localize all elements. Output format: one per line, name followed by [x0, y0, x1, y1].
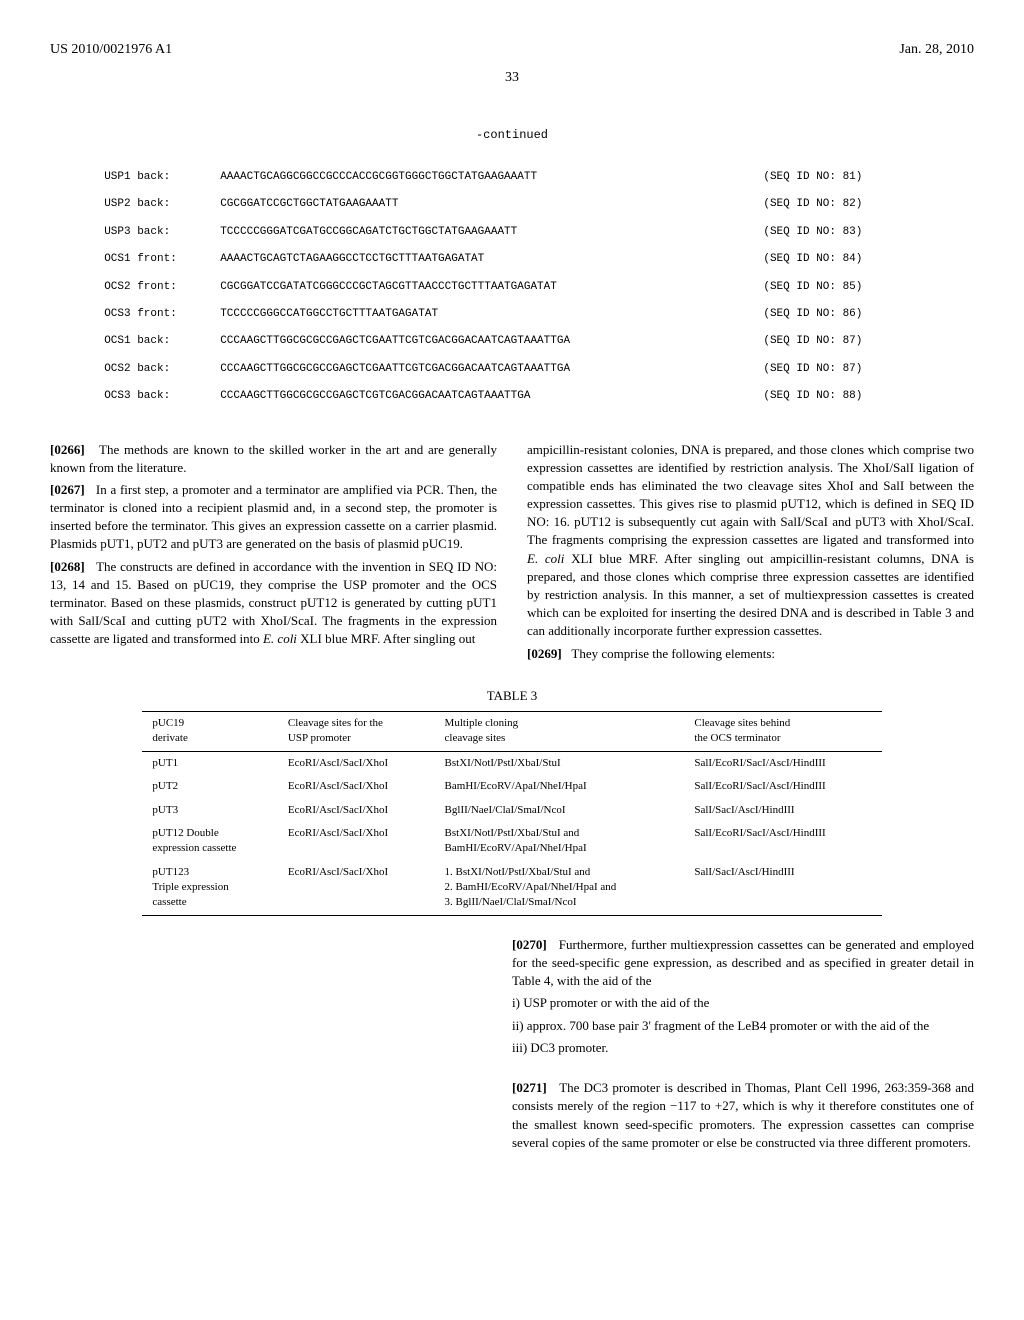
- seq-label: USP1 back:: [96, 164, 212, 191]
- sequence-row: OCS1 front: AAAACTGCAGTCTAGAAGGCCTCCTGCT…: [96, 246, 928, 273]
- table-cell: SalI/EcoRI/SacI/AscI/HindIII: [684, 822, 881, 861]
- italic-text: E. coli: [263, 631, 297, 646]
- table-row: pUT1EcoRI/AscI/SacI/XhoIBstXI/NotI/PstI/…: [142, 751, 881, 775]
- table-cell: SalI/SacI/AscI/HindIII: [684, 861, 881, 916]
- seq-label: OCS3 back:: [96, 383, 212, 410]
- seq-id: (SEQ ID NO: 83): [743, 219, 927, 246]
- table-cell: BstXI/NotI/PstI/XbaI/StuI: [435, 751, 685, 775]
- table-cell: pUT3: [142, 799, 278, 822]
- seq-value: CGCGGATCCGCTGGCTATGAAGAAATT: [212, 191, 743, 218]
- sequence-row: USP1 back: AAAACTGCAGGCGGCCGCCCACCGCGGTG…: [96, 164, 928, 191]
- table-cell: SalI/EcoRI/SacI/AscI/HindIII: [684, 751, 881, 775]
- seq-label: OCS1 front:: [96, 246, 212, 273]
- para-num: [0267]: [50, 482, 85, 497]
- seq-value: TCCCCCGGGATCGATGCCGGCAGATCTGCTGGCTATGAAG…: [212, 219, 743, 246]
- table-cell: BstXI/NotI/PstI/XbaI/StuI andBamHI/EcoRV…: [435, 822, 685, 861]
- para-num: [0270]: [512, 937, 547, 952]
- table-row: pUT12 Doubleexpression cassetteEcoRI/Asc…: [142, 822, 881, 861]
- seq-id: (SEQ ID NO: 87): [743, 328, 927, 355]
- sequence-row: USP2 back: CGCGGATCCGCTGGCTATGAAGAAATT (…: [96, 191, 928, 218]
- seq-id: (SEQ ID NO: 84): [743, 246, 927, 273]
- sequence-row: OCS2 back: CCCAAGCTTGGCGCGCCGAGCTCGAATTC…: [96, 356, 928, 383]
- para-text: XLI blue MRF. After singling out ampicil…: [527, 551, 974, 639]
- page-number: 33: [50, 68, 974, 88]
- table-cell: 1. BstXI/NotI/PstI/XbaI/StuI and2. BamHI…: [435, 861, 685, 916]
- table-header: Cleavage sites behindthe OCS terminator: [684, 711, 881, 751]
- table-cell: pUT1: [142, 751, 278, 775]
- sequence-table: USP1 back: AAAACTGCAGGCGGCCGCCCACCGCGGTG…: [96, 164, 928, 411]
- table-cell: EcoRI/AscI/SacI/XhoI: [278, 799, 435, 822]
- publication-date: Jan. 28, 2010: [899, 40, 974, 60]
- italic-text: E. coli: [527, 551, 564, 566]
- table-cell: EcoRI/AscI/SacI/XhoI: [278, 822, 435, 861]
- table-row: pUT2EcoRI/AscI/SacI/XhoIBamHI/EcoRV/ApaI…: [142, 775, 881, 798]
- table-cell: SalI/EcoRI/SacI/AscI/HindIII: [684, 775, 881, 798]
- seq-value: AAAACTGCAGGCGGCCGCCCACCGCGGTGGGCTGGCTATG…: [212, 164, 743, 191]
- table-header: Multiple cloningcleavage sites: [435, 711, 685, 751]
- table-cell: EcoRI/AscI/SacI/XhoI: [278, 775, 435, 798]
- para-text: The DC3 promoter is described in Thomas,…: [512, 1080, 974, 1150]
- sequence-row: USP3 back: TCCCCCGGGATCGATGCCGGCAGATCTGC…: [96, 219, 928, 246]
- table3-label: TABLE 3: [50, 687, 974, 705]
- list-item: ii) approx. 700 base pair 3' fragment of…: [512, 1017, 974, 1035]
- right-column: ampicillin-resistant colonies, DNA is pr…: [527, 441, 974, 667]
- continued-label: -continued: [50, 127, 974, 144]
- lower-right-column: [0270] Furthermore, further multiexpress…: [512, 936, 974, 1152]
- para-text: The methods are known to the skilled wor…: [50, 442, 497, 475]
- seq-value: CCCAAGCTTGGCGCGCCGAGCTCGAATTCGTCGACGGACA…: [212, 328, 743, 355]
- table-cell: pUT2: [142, 775, 278, 798]
- table3: pUC19derivateCleavage sites for theUSP p…: [142, 711, 881, 916]
- seq-label: OCS2 back:: [96, 356, 212, 383]
- publication-number: US 2010/0021976 A1: [50, 40, 172, 60]
- sequence-row: OCS3 front: TCCCCCGGGCCATGGCCTGCTTTAATGA…: [96, 301, 928, 328]
- table-cell: EcoRI/AscI/SacI/XhoI: [278, 751, 435, 775]
- seq-id: (SEQ ID NO: 86): [743, 301, 927, 328]
- para-text: XLI blue MRF. After singling out: [297, 631, 475, 646]
- sequence-row: OCS1 back: CCCAAGCTTGGCGCGCCGAGCTCGAATTC…: [96, 328, 928, 355]
- seq-label: OCS1 back:: [96, 328, 212, 355]
- seq-label: USP3 back:: [96, 219, 212, 246]
- table-row: pUT3EcoRI/AscI/SacI/XhoIBglII/NaeI/ClaI/…: [142, 799, 881, 822]
- seq-value: AAAACTGCAGTCTAGAAGGCCTCCTGCTTTAATGAGATAT: [212, 246, 743, 273]
- table-header: Cleavage sites for theUSP promoter: [278, 711, 435, 751]
- table-cell: BamHI/EcoRV/ApaI/NheI/HpaI: [435, 775, 685, 798]
- seq-id: (SEQ ID NO: 87): [743, 356, 927, 383]
- table-cell: BglII/NaeI/ClaI/SmaI/NcoI: [435, 799, 685, 822]
- para-num: [0268]: [50, 559, 85, 574]
- list-item: iii) DC3 promoter.: [512, 1039, 974, 1057]
- seq-id: (SEQ ID NO: 88): [743, 383, 927, 410]
- para-text: They comprise the following elements:: [571, 646, 775, 661]
- table-row: pUT123Triple expressioncassetteEcoRI/Asc…: [142, 861, 881, 916]
- sequence-row: OCS2 front: CGCGGATCCGATATCGGGCCCGCTAGCG…: [96, 274, 928, 301]
- para-text: ampicillin-resistant colonies, DNA is pr…: [527, 442, 974, 548]
- seq-value: CGCGGATCCGATATCGGGCCCGCTAGCGTTAACCCTGCTT…: [212, 274, 743, 301]
- seq-value: TCCCCCGGGCCATGGCCTGCTTTAATGAGATAT: [212, 301, 743, 328]
- left-column: [0266] The methods are known to the skil…: [50, 441, 497, 667]
- para-text: In a first step, a promoter and a termin…: [50, 482, 497, 552]
- para-text: Furthermore, further multiexpression cas…: [512, 937, 974, 988]
- para-num: [0269]: [527, 646, 562, 661]
- seq-id: (SEQ ID NO: 82): [743, 191, 927, 218]
- para-num: [0271]: [512, 1080, 547, 1095]
- table-cell: EcoRI/AscI/SacI/XhoI: [278, 861, 435, 916]
- table-cell: pUT123Triple expressioncassette: [142, 861, 278, 916]
- seq-label: OCS3 front:: [96, 301, 212, 328]
- seq-id: (SEQ ID NO: 85): [743, 274, 927, 301]
- seq-value: CCCAAGCTTGGCGCGCCGAGCTCGAATTCGTCGACGGACA…: [212, 356, 743, 383]
- list-item: i) USP promoter or with the aid of the: [512, 994, 974, 1012]
- table-header: pUC19derivate: [142, 711, 278, 751]
- seq-value: CCCAAGCTTGGCGCGCCGAGCTCGTCGACGGACAATCAGT…: [212, 383, 743, 410]
- seq-label: OCS2 front:: [96, 274, 212, 301]
- sequence-row: OCS3 back: CCCAAGCTTGGCGCGCCGAGCTCGTCGAC…: [96, 383, 928, 410]
- seq-id: (SEQ ID NO: 81): [743, 164, 927, 191]
- table-cell: pUT12 Doubleexpression cassette: [142, 822, 278, 861]
- para-num: [0266]: [50, 442, 85, 457]
- seq-label: USP2 back:: [96, 191, 212, 218]
- table-cell: SalI/SacI/AscI/HindIII: [684, 799, 881, 822]
